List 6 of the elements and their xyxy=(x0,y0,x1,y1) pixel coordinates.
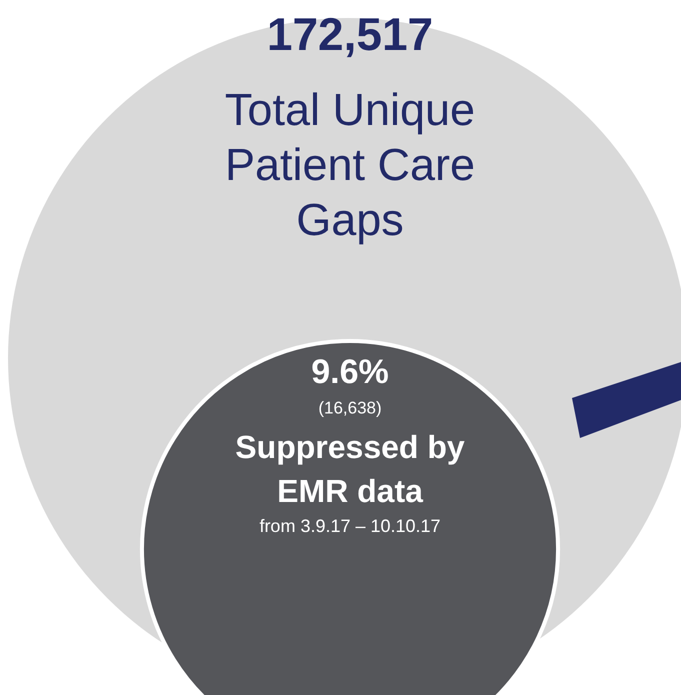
category-label: Suppressed by EMR data xyxy=(235,429,465,509)
data-label: (16,638) xyxy=(318,398,382,418)
data-label: 172,517 xyxy=(266,8,434,60)
text: from 3.9.17 – 10.10.17 xyxy=(259,516,441,536)
category-label: Total Unique Patient Care Gaps xyxy=(224,84,476,245)
text: 9.6% xyxy=(311,353,389,391)
